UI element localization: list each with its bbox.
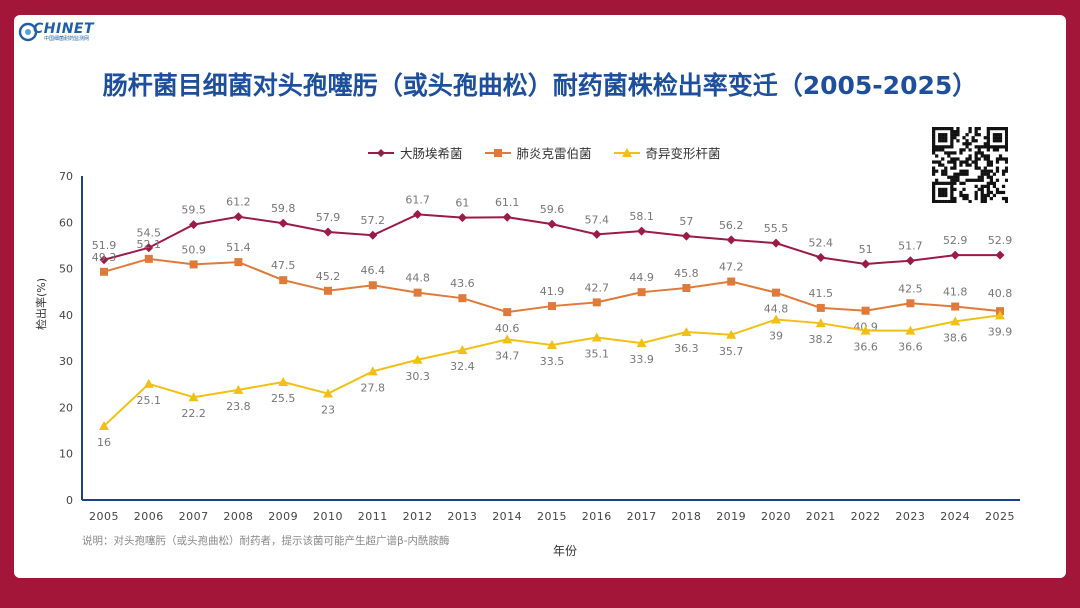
y-axis-label: 检出率(%) [35, 277, 48, 330]
chart-note: 说明：对头孢噻肟（或头孢曲松）耐药者，提示该菌可能产生超广谱β-内酰胺酶 [82, 535, 450, 547]
legend-item-kpn[interactable]: 肺炎克雷伯菌 [484, 143, 592, 162]
logo-text: CHINET [33, 21, 95, 37]
x-axis-label: 年份 [553, 544, 578, 558]
chart-title: 肠杆菌目细菌对头孢噻肟（或头孢曲松）耐药菌株检出率变迁（2005-2025） [102, 71, 978, 100]
legend: 大肠埃希菌 肺炎克雷伯菌 奇异变形杆菌 [368, 143, 721, 162]
legend-label-proteus: 奇异变形杆菌 [645, 146, 721, 161]
chinet-logo-icon [18, 22, 38, 42]
legend-label-ecoli: 大肠埃希菌 [400, 146, 463, 161]
legend-item-proteus[interactable]: 奇异变形杆菌 [613, 143, 721, 162]
logo-subtitle: 中国细菌耐药监测网 [44, 36, 90, 42]
legend-label-kpn: 肺炎克雷伯菌 [516, 146, 592, 161]
qr-code-icon[interactable] [932, 127, 1008, 203]
legend-item-ecoli[interactable]: 大肠埃希菌 [368, 143, 463, 162]
